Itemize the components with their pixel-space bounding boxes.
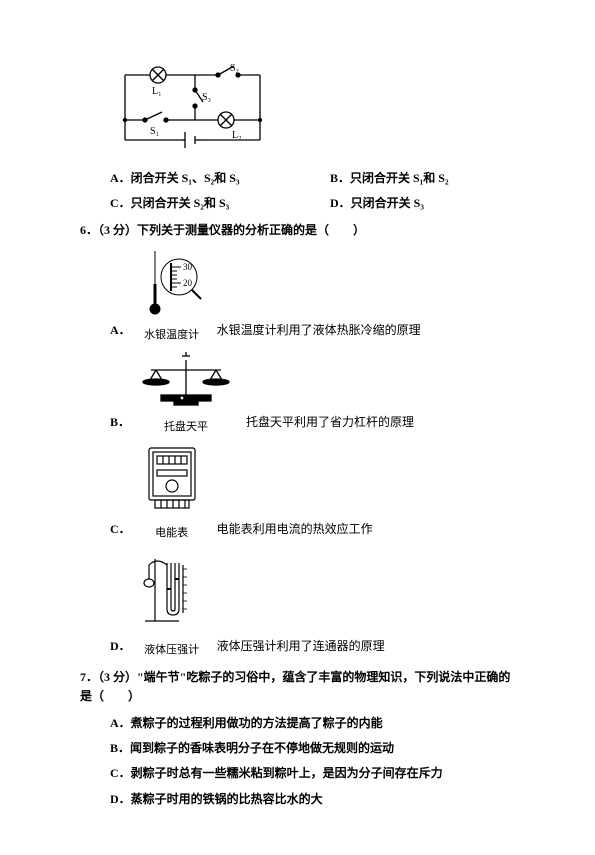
q6-C-text: 电能表利用电流的热效应工作 [217, 520, 373, 543]
pressure-gauge-icon: 液体压强计 [137, 549, 207, 660]
circuit-diagram: L₁ S₂ S₃ S₁ L₂ [110, 60, 515, 159]
q6-option-D: D． [110, 549, 515, 660]
q6-A-text: 水银温度计利用了液体热胀冷缩的原理 [217, 321, 421, 344]
q6-B-text: 托盘天平利用了省力杠杆的原理 [246, 413, 414, 436]
q6-option-A: A． 30 20 [110, 249, 515, 345]
q5-options-row2: C．只闭合开关 S₂和 S₃ D．只闭合开关 S₃ [110, 194, 515, 213]
svg-text:20: 20 [183, 278, 193, 288]
q6-stem: 6．（3 分）下列关于测量仪器的分析正确的是（ ） [80, 221, 515, 240]
thermometer-icon: 30 20 水银温度计 [137, 249, 207, 345]
label-S3: S₃ [202, 92, 211, 103]
balance-icon: 托盘天平 [136, 350, 236, 436]
q6-C-caption: 电能表 [137, 525, 207, 543]
label-L2: L₂ [232, 130, 242, 141]
q6-option-B: B． [110, 350, 515, 436]
q6-option-C: C． [110, 442, 515, 543]
q5-option-B: B．只闭合开关 S₁和 S₂ [330, 169, 515, 188]
q6-C-letter: C． [110, 520, 131, 543]
q7-option-D: D．蒸粽子时用的铁锅的比热容比水的大 [110, 790, 515, 809]
q7-option-C: C．剥粽子时总有一些糯米粘到粽叶上，是因为分子间存在斥力 [110, 764, 515, 783]
q6-B-caption: 托盘天平 [136, 419, 236, 437]
q7-stem: 7．（3 分）"端午节"吃粽子的习俗中，蕴含了丰富的物理知识，下列说法中正确的是… [80, 668, 515, 706]
q7-option-A: A．煮粽子的过程利用做功的方法提高了粽子的内能 [110, 714, 515, 733]
electric-meter-icon: 电能表 [137, 442, 207, 543]
q6-D-caption: 液体压强计 [137, 642, 207, 660]
q6-D-text: 液体压强计利用了连通器的原理 [217, 637, 385, 660]
q6-A-letter: A． [110, 321, 131, 344]
q5-option-D: D．只闭合开关 S₃ [330, 194, 515, 213]
q5-options-row1: A．闭合开关 S₁、S₂和 S₃ B．只闭合开关 S₁和 S₂ [110, 169, 515, 188]
q6-A-caption: 水银温度计 [137, 327, 207, 345]
q6-B-letter: B． [110, 413, 130, 436]
label-S2: S₂ [230, 63, 239, 74]
q5-option-A: A．闭合开关 S₁、S₂和 S₃ [110, 169, 330, 188]
q7-option-B: B．闻到粽子的香味表明分子在不停地做无规则的运动 [110, 739, 515, 758]
label-L1: L₁ [152, 86, 162, 97]
q5-option-C: C．只闭合开关 S₂和 S₃ [110, 194, 330, 213]
q6-D-letter: D． [110, 637, 131, 660]
svg-text:30: 30 [183, 262, 193, 272]
label-S1: S₁ [150, 126, 159, 137]
